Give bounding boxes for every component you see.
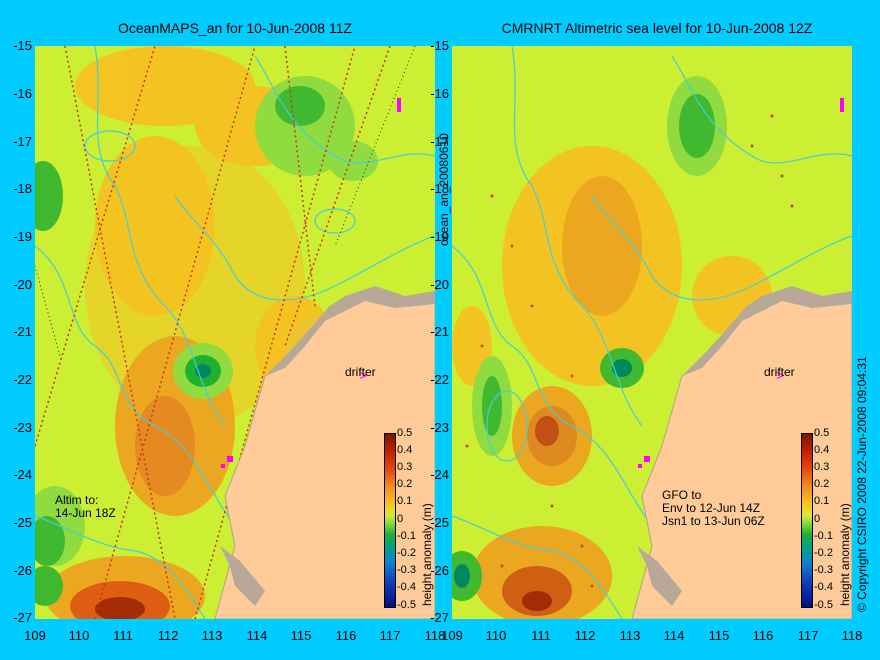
colorbar-tick: -0.2 — [814, 547, 833, 559]
colorbar-tick: 0.4 — [814, 444, 830, 456]
x-tick-label: 110 — [68, 628, 90, 643]
y-tick-label: -18 — [430, 181, 449, 196]
y-tick-label: -16 — [13, 86, 32, 101]
svg-text:>: > — [359, 367, 367, 383]
left-map-panel: > Altim to: 14-Jun 18Z — [35, 46, 435, 619]
y-tick-label: -15 — [13, 38, 32, 53]
copyright-label: © Copyright CSIRO 2008 22-Jun-2008 09:04… — [855, 356, 869, 612]
svg-text:>: > — [776, 367, 784, 383]
y-tick-label: -16 — [430, 86, 449, 101]
y-tick-label: -22 — [430, 372, 449, 387]
y-tick-label: -24 — [13, 467, 32, 482]
x-tick-label: 116 — [335, 628, 357, 643]
right-annotation-line: Env to 12-Jun 14Z — [662, 501, 761, 515]
colorbar-tick: 0.5 — [814, 427, 830, 439]
x-tick-label: 109 — [441, 628, 463, 643]
right-altim-note: GFO to Env to 12-Jun 14Z Jsn1 to 13-Jun … — [662, 489, 765, 528]
colorbar-tick: 0.3 — [814, 461, 830, 473]
left-drifter-label: drifter — [345, 365, 376, 379]
x-tick-label: 110 — [485, 628, 507, 643]
y-tick-label: -24 — [430, 467, 449, 482]
x-tick-label: 109 — [24, 628, 46, 643]
colorbar-tick: 0.2 — [814, 478, 830, 490]
y-tick-label: -27 — [13, 610, 32, 625]
x-tick-label: 118 — [424, 628, 446, 643]
right-colorbar-label: height anomaly (m) — [838, 503, 852, 606]
y-tick-label: -25 — [430, 515, 449, 530]
y-tick-label: -20 — [13, 277, 32, 292]
right-map-svg: > — [452, 46, 852, 619]
x-tick-label: 111 — [531, 628, 551, 643]
left-colorbar — [384, 433, 396, 608]
colorbar-tick: 0.3 — [397, 461, 413, 473]
left-annotation-line: Altim to: — [55, 493, 99, 507]
y-tick-label: -19 — [13, 229, 32, 244]
colorbar-tick: -0.3 — [397, 564, 416, 576]
x-tick-label: 113 — [619, 628, 641, 643]
colorbar-tick: -0.1 — [814, 530, 833, 542]
colorbar-tick: 0.2 — [397, 478, 413, 490]
x-tick-label: 114 — [246, 628, 268, 643]
right-drifter-label: drifter — [764, 365, 795, 379]
left-altim-note: Altim to: 14-Jun 18Z — [55, 494, 116, 520]
colorbar-tick: -0.5 — [814, 599, 833, 611]
colorbar-tick: 0.5 — [397, 427, 413, 439]
y-tick-label: -18 — [13, 181, 32, 196]
file-id-label: ocean_an_20080610 — [437, 133, 451, 246]
y-tick-label: -27 — [430, 610, 449, 625]
right-annotation-line: GFO to — [662, 488, 702, 502]
colorbar-tick: -0.5 — [397, 599, 416, 611]
left-colorbar-label: height anomaly (m) — [420, 503, 434, 606]
x-tick-label: 114 — [663, 628, 685, 643]
y-tick-label: -21 — [430, 324, 449, 339]
y-tick-label: -20 — [430, 277, 449, 292]
x-tick-label: 112 — [157, 628, 179, 643]
right-map-panel: > GFO to Env to 12-Jun 14Z Jsn1 to 13-Ju… — [452, 46, 852, 619]
right-panel-title: CMRNRT Altimetric sea level for 10-Jun-2… — [501, 20, 813, 36]
x-tick-label: 113 — [201, 628, 223, 643]
y-tick-label: -15 — [430, 38, 449, 53]
x-tick-label: 111 — [113, 628, 133, 643]
colorbar-tick: -0.1 — [397, 530, 416, 542]
right-annotation-line: Jsn1 to 13-Jun 06Z — [662, 514, 765, 528]
colorbar-tick: -0.4 — [397, 581, 416, 593]
colorbar-tick: -0.2 — [397, 547, 416, 559]
y-tick-label: -23 — [430, 420, 449, 435]
x-tick-label: 115 — [708, 628, 730, 643]
x-tick-label: 117 — [797, 628, 819, 643]
y-tick-label: -19 — [430, 229, 449, 244]
x-tick-label: 115 — [290, 628, 312, 643]
right-colorbar — [801, 433, 813, 608]
y-tick-label: -17 — [13, 134, 32, 149]
y-tick-label: -25 — [13, 515, 32, 530]
x-tick-label: 112 — [574, 628, 596, 643]
y-tick-label: -17 — [430, 134, 449, 149]
colorbar-tick: 0.4 — [397, 444, 413, 456]
y-tick-label: -21 — [13, 324, 32, 339]
left-annotation-line: 14-Jun 18Z — [55, 506, 116, 520]
x-tick-label: 118 — [841, 628, 863, 643]
colorbar-tick: 0.1 — [814, 495, 830, 507]
y-tick-label: -22 — [13, 372, 32, 387]
colorbar-tick: 0 — [814, 513, 821, 525]
x-tick-label: 116 — [752, 628, 774, 643]
y-tick-label: -23 — [13, 420, 32, 435]
left-panel-title: OceanMAPS_an for 10-Jun-2008 11Z — [118, 20, 352, 36]
colorbar-tick: -0.3 — [814, 564, 833, 576]
colorbar-tick: -0.4 — [814, 581, 833, 593]
colorbar-tick: 0.1 — [397, 495, 413, 507]
y-tick-label: -26 — [430, 563, 449, 578]
y-tick-label: -26 — [13, 563, 32, 578]
x-tick-label: 117 — [379, 628, 401, 643]
left-map-svg: > — [35, 46, 435, 619]
colorbar-tick: 0 — [397, 513, 404, 525]
